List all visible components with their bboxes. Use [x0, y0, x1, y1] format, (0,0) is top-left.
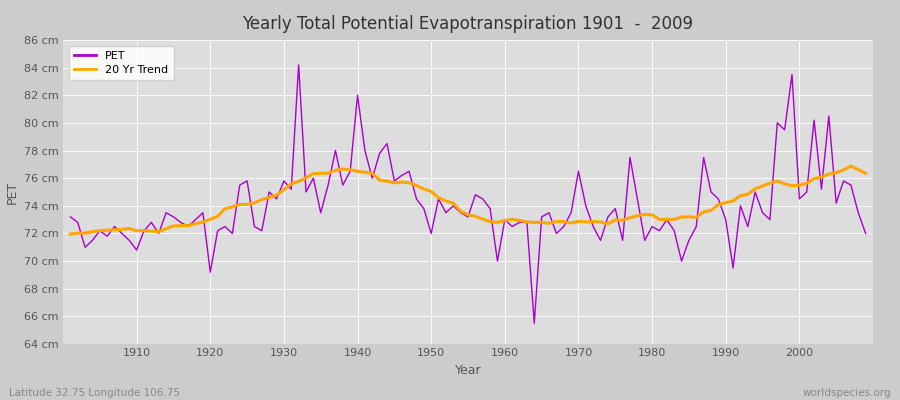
PET — [124, 238, 135, 243]
X-axis label: Year: Year — [454, 364, 482, 377]
20 Yr Trend — [65, 232, 76, 236]
PET — [500, 217, 510, 222]
20 Yr Trend — [860, 171, 871, 176]
PET — [65, 214, 76, 219]
Line: 20 Yr Trend: 20 Yr Trend — [70, 166, 866, 234]
PET — [529, 321, 540, 326]
Y-axis label: PET: PET — [5, 180, 19, 204]
PET — [507, 224, 517, 229]
20 Yr Trend — [330, 168, 341, 173]
20 Yr Trend — [492, 220, 503, 225]
20 Yr Trend — [500, 218, 510, 223]
20 Yr Trend — [588, 219, 598, 224]
Title: Yearly Total Potential Evapotranspiration 1901  -  2009: Yearly Total Potential Evapotranspiratio… — [242, 15, 694, 33]
Legend: PET, 20 Yr Trend: PET, 20 Yr Trend — [68, 46, 174, 80]
20 Yr Trend — [124, 226, 135, 231]
Line: PET: PET — [70, 65, 866, 323]
PET — [293, 62, 304, 67]
PET — [286, 187, 297, 192]
Text: worldspecies.org: worldspecies.org — [803, 388, 891, 398]
20 Yr Trend — [845, 164, 856, 168]
PET — [338, 183, 348, 188]
20 Yr Trend — [286, 182, 297, 186]
Text: Latitude 32.75 Longitude 106.75: Latitude 32.75 Longitude 106.75 — [9, 388, 180, 398]
PET — [860, 231, 871, 236]
PET — [602, 214, 613, 219]
